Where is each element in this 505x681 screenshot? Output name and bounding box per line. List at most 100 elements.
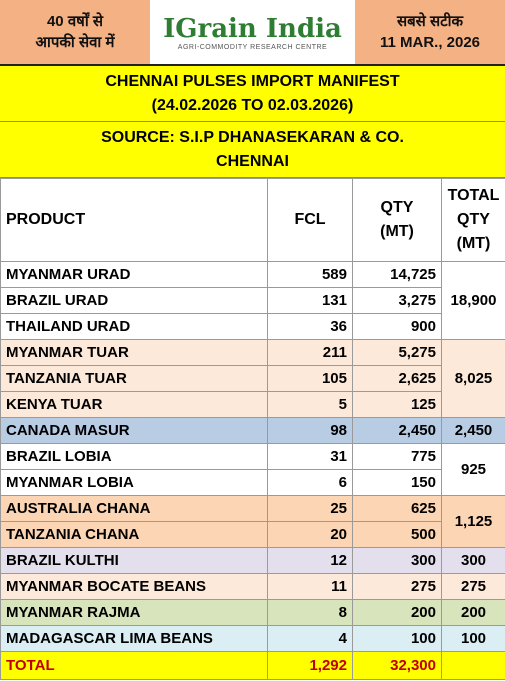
product: AUSTRALIA CHANA [0,495,268,522]
group-total: 275 [441,573,505,600]
header-line: TOTAL [447,187,500,204]
qty: 3,275 [352,287,442,314]
data-row: TANZANIA TUAR 105 2,625 [0,365,505,392]
qty: 625 [352,495,442,522]
fcl: 589 [267,261,353,288]
logo-subtitle: AGRI-COMMODITY RESEARCH CENTRE [177,43,328,51]
header-line: (MT) [456,235,491,252]
group-total: 2,450 [441,417,505,444]
header-line: (MT) [380,223,414,240]
date-box: सबसे सटीक 11 MAR., 2026 [355,0,505,64]
fcl: 12 [267,547,353,574]
source-line: CHENNAI [216,152,289,170]
header-row: PRODUCT FCL QTY (MT) TOTAL QTY (MT) [0,178,505,262]
group-total: 200 [441,599,505,626]
data-row: MADAGASCAR LIMA BEANS 4 100 100 [0,625,505,652]
group-total: 8,025 [441,339,505,418]
fcl: 105 [267,365,353,392]
title-band: CHENNAI PULSES IMPORT MANIFEST (24.02.202… [0,66,505,122]
group-total: 300 [441,547,505,574]
fcl: 36 [267,313,353,340]
data-row: MYANMAR URAD 589 14,725 18,900 [0,261,505,340]
product: MYANMAR URAD [0,261,268,288]
product: TANZANIA CHANA [0,521,268,548]
column-header: TOTAL QTY (MT) [441,178,505,262]
data-row: AUSTRALIA CHANA 25 625 1,125 [0,495,505,548]
data-row: MYANMAR TUAR 211 5,275 8,025 [0,339,505,418]
fcl: 4 [267,625,353,652]
qty: 275 [352,573,442,600]
product: KENYA TUAR [0,391,268,418]
header-line: FCL [294,211,326,228]
total-row: TOTAL 1,292 32,300 [0,651,505,680]
fcl: 6 [267,469,353,496]
qty: 775 [352,443,442,470]
product: MADAGASCAR LIMA BEANS [0,625,268,652]
group-total: 1,125 [441,495,505,548]
product: BRAZIL KULTHI [0,547,268,574]
fcl: 11 [267,573,353,600]
qty: 200 [352,599,442,626]
product: MYANMAR RAJMA [0,599,268,626]
qty: 5,275 [352,339,442,366]
qty: 2,625 [352,365,442,392]
qty: 900 [352,313,442,340]
product: BRAZIL LOBIA [0,443,268,470]
header-line: PRODUCT [6,211,86,228]
title-line: CHENNAI PULSES IMPORT MANIFEST [105,72,400,90]
data-row: CANADA MASUR 98 2,450 2,450 [0,417,505,444]
product: THAILAND URAD [0,313,268,340]
source-band: SOURCE: S.I.P DHANASEKARAN & CO. CHENNAI [0,122,505,178]
product: MYANMAR BOCATE BEANS [0,573,268,600]
column-header: FCL [267,178,353,262]
data-row: THAILAND URAD 36 900 [0,313,505,340]
logo-name: IGrain India [163,13,342,44]
fcl: 25 [267,495,353,522]
data-row: MYANMAR LOBIA 6 150 [0,469,505,496]
fcl: 131 [267,287,353,314]
qty: 14,725 [352,261,442,288]
qty: 500 [352,521,442,548]
manifest-table: PRODUCT FCL QTY (MT) TOTAL QTY (MT) MYANMAR UR… [0,178,505,680]
column-header: QTY (MT) [352,178,442,262]
data-row: BRAZIL URAD 131 3,275 [0,287,505,314]
fcl: 31 [267,443,353,470]
total-cell: 1,292 [267,651,353,680]
date-line: 11 MAR., 2026 [379,34,481,51]
qty: 100 [352,625,442,652]
fcl: 98 [267,417,353,444]
header: 40 वर्षों से आपकी सेवा में IGrain India A… [0,0,505,66]
group-total: 100 [441,625,505,652]
fcl: 20 [267,521,353,548]
title-line: (24.02.2026 TO 02.03.2026) [151,96,354,114]
header-line: QTY [457,211,490,228]
qty: 300 [352,547,442,574]
data-row: BRAZIL LOBIA 31 775 925 [0,443,505,496]
header-line: QTY [380,199,414,216]
tagline-box: 40 वर्षों से आपकी सेवा में [0,0,150,64]
fcl: 5 [267,391,353,418]
data-row: TANZANIA CHANA 20 500 [0,521,505,548]
date-line: सबसे सटीक [396,13,464,30]
data-row: KENYA TUAR 5 125 [0,391,505,418]
source-line: SOURCE: S.I.P DHANASEKARAN & CO. [101,128,404,146]
total-cell: TOTAL [0,651,268,680]
tagline: 40 वर्षों से [46,13,104,30]
group-total: 925 [441,443,505,496]
data-row: MYANMAR RAJMA 8 200 200 [0,599,505,626]
fcl: 8 [267,599,353,626]
fcl: 211 [267,339,353,366]
product: BRAZIL URAD [0,287,268,314]
total-cell: 32,300 [352,651,442,680]
product: MYANMAR TUAR [0,339,268,366]
data-row: BRAZIL KULTHI 12 300 300 [0,547,505,574]
group-total: 18,900 [441,261,505,340]
total-empty [441,651,505,680]
logo: IGrain India AGRI-COMMODITY RESEARCH CEN… [150,0,355,64]
qty: 150 [352,469,442,496]
qty: 125 [352,391,442,418]
qty: 2,450 [352,417,442,444]
product: MYANMAR LOBIA [0,469,268,496]
column-header: PRODUCT [0,178,268,262]
